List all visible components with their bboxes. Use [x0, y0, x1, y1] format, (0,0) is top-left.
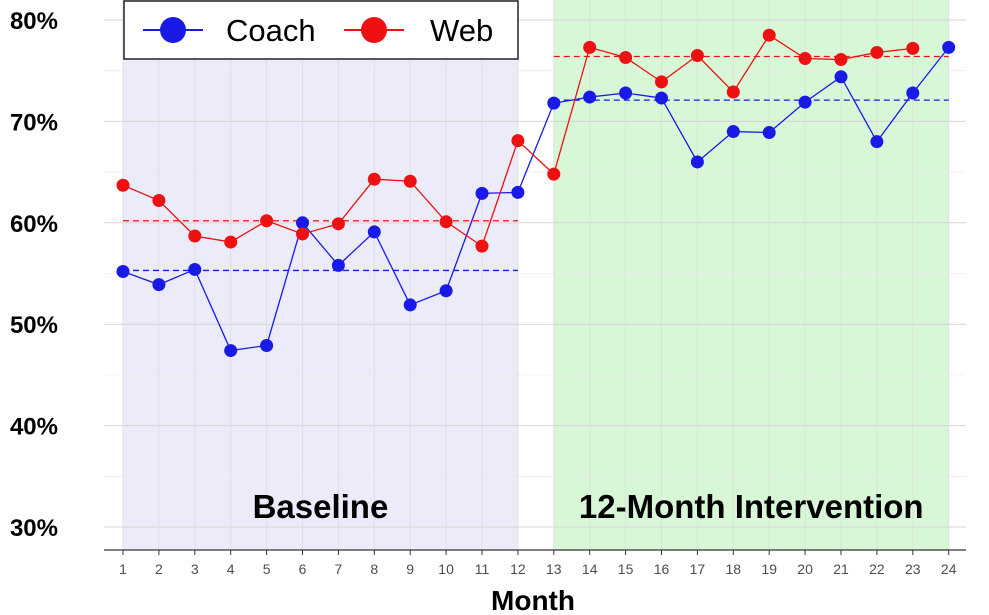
coach-data-point: [152, 278, 166, 292]
coach-data-point: [655, 91, 668, 105]
x-tick-label: 11: [475, 561, 490, 577]
web-data-point: [116, 178, 130, 192]
x-tick-label: 24: [941, 561, 957, 577]
web-data-point: [583, 40, 597, 54]
coach-data-point: [619, 86, 633, 100]
web-data-point: [762, 28, 776, 42]
y-tick-label: 70%: [10, 109, 58, 136]
x-tick-label: 3: [191, 561, 199, 577]
x-tick-label: 4: [227, 561, 235, 577]
region-label-1: Baseline: [253, 488, 389, 525]
x-tick-label: 6: [299, 561, 307, 577]
legend-marker-coach: [160, 17, 186, 43]
web-data-point: [726, 85, 740, 99]
web-data-point: [547, 167, 561, 181]
legend-label-web: Web: [430, 13, 493, 48]
coach-data-point: [870, 135, 884, 149]
x-axis-ticks: 1 2 3 4 5 6 7 8 9 10 11 12 13 14 15 16 17 18 19 20 21 22 23 24: [119, 550, 957, 577]
coach-data-point: [762, 126, 776, 140]
series-points: [116, 28, 956, 358]
phase-regions: [123, 0, 949, 550]
coach-data-point: [439, 284, 453, 298]
web-data-point: [439, 215, 453, 229]
coach-data-point: [942, 40, 956, 54]
x-tick-label: 21: [833, 561, 849, 577]
web-data-point: [188, 229, 202, 243]
x-tick-label: 23: [905, 561, 921, 577]
web-data-point: [798, 52, 812, 66]
y-tick-label: 80%: [10, 8, 58, 35]
x-tick-label: 2: [155, 561, 163, 577]
x-tick-label: 1: [119, 561, 127, 577]
x-tick-label: 15: [618, 561, 634, 577]
web-data-point: [511, 134, 525, 148]
web-data-point: [655, 75, 668, 89]
x-tick-label: 18: [726, 561, 742, 577]
x-tick-label: 12: [510, 561, 526, 577]
region-band-2: [553, 0, 949, 550]
coach-data-point: [296, 216, 309, 230]
coach-data-point: [475, 186, 489, 200]
y-axis-ticks: 30% 40% 50% 60% 70% 80%: [10, 8, 58, 542]
web-data-point: [690, 48, 704, 62]
x-tick-label: 17: [690, 561, 706, 577]
coach-data-point: [224, 344, 238, 358]
x-axis-title: Month: [491, 585, 575, 615]
y-tick-label: 40%: [10, 414, 58, 441]
web-data-point: [475, 239, 489, 253]
coach-data-point: [583, 90, 597, 104]
coach-data-point: [798, 95, 812, 109]
x-tick-label: 16: [654, 561, 670, 577]
x-tick-label: 7: [335, 561, 343, 577]
web-data-point: [367, 172, 381, 186]
x-tick-label: 5: [263, 561, 271, 577]
legend-label-coach: Coach: [226, 13, 316, 48]
web-data-point: [906, 41, 920, 55]
gridlines: [104, 0, 966, 550]
coach-data-point: [906, 86, 920, 100]
region-label-2: 12-Month Intervention: [579, 488, 924, 525]
region-labels: Baseline 12-Month Intervention: [253, 488, 924, 525]
web-data-point: [403, 174, 417, 188]
x-tick-label: 8: [370, 561, 378, 577]
x-tick-label: 9: [406, 561, 414, 577]
coach-data-point: [511, 185, 525, 199]
x-tick-label: 20: [797, 561, 813, 577]
web-data-point: [152, 193, 166, 207]
web-data-point: [870, 45, 884, 59]
coach-data-point: [260, 338, 274, 352]
legend: Coach Web: [123, 0, 519, 60]
web-data-point: [296, 227, 309, 241]
x-tick-label: 13: [546, 561, 562, 577]
coach-data-point: [188, 262, 202, 276]
web-data-point: [224, 235, 238, 249]
coach-data-point: [690, 155, 704, 169]
coach-data-point: [834, 70, 848, 84]
web-data-point: [619, 51, 633, 65]
web-data-point: [260, 214, 274, 228]
x-tick-label: 14: [582, 561, 598, 577]
coach-data-point: [547, 96, 561, 110]
coach-data-point: [403, 298, 417, 312]
x-tick-label: 22: [869, 561, 885, 577]
legend-marker-web: [361, 17, 387, 43]
coach-data-point: [726, 125, 740, 139]
x-tick-label: 19: [761, 561, 777, 577]
coach-data-point: [116, 264, 130, 278]
y-tick-label: 30%: [10, 515, 58, 542]
x-tick-label: 10: [438, 561, 454, 577]
y-tick-label: 50%: [10, 312, 58, 339]
coach-data-point: [367, 225, 381, 239]
web-data-point: [331, 217, 345, 231]
coach-data-point: [331, 258, 345, 272]
y-tick-label: 60%: [10, 211, 58, 238]
web-data-point: [834, 53, 848, 67]
